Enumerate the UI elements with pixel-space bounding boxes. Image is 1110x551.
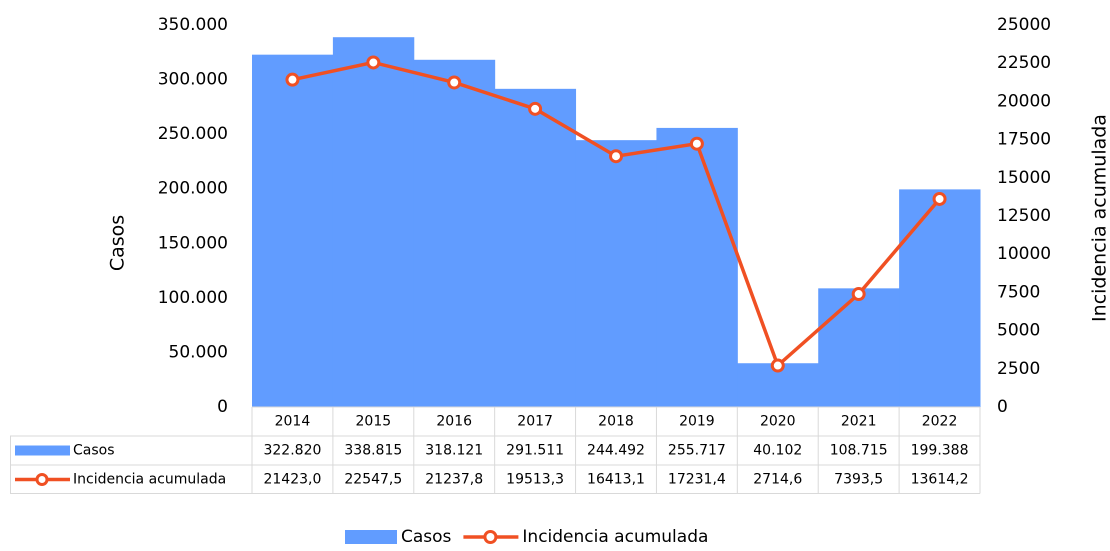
y2-tick-label: 10000 [997, 244, 1051, 264]
table-value: 21423,0 [263, 472, 321, 488]
x-tick-label: 2021 [841, 414, 877, 430]
y2-tick-label: 22500 [997, 53, 1051, 73]
table-key [15, 446, 70, 456]
table-value: 291.511 [506, 443, 564, 459]
table-row-label: Incidencia acumulada [73, 472, 226, 488]
y2-tick-label: 15000 [997, 168, 1051, 188]
marker [611, 151, 622, 162]
bar [576, 140, 657, 407]
table-value: 322.820 [263, 443, 321, 459]
bar [495, 89, 576, 407]
marker [772, 360, 783, 371]
y2-axis-title: Incidencia acumulada [1089, 114, 1110, 322]
bar [656, 128, 737, 407]
table-value: 17231,4 [668, 472, 726, 488]
table-value: 22547,5 [344, 472, 402, 488]
y2-tick-label: 2500 [997, 359, 1040, 379]
y-tick-label: 350.000 [158, 15, 228, 35]
table-value: 255.717 [668, 443, 726, 459]
table-value: 13614,2 [911, 472, 969, 488]
table-value: 16413,1 [587, 472, 645, 488]
marker [287, 74, 298, 85]
y2-tick-label: 20000 [997, 91, 1051, 111]
bar [333, 37, 414, 407]
table-value: 40.102 [753, 443, 802, 459]
marker [691, 138, 702, 149]
table-value: 21237,8 [425, 472, 483, 488]
x-tick-label: 2022 [922, 414, 958, 430]
x-tick-label: 2014 [275, 414, 311, 430]
table-value: 338.815 [344, 443, 402, 459]
marker [368, 57, 379, 68]
y-tick-label: 0 [217, 397, 228, 417]
marker [853, 289, 864, 300]
x-tick-label: 2020 [760, 414, 796, 430]
table-row-label: Casos [73, 443, 115, 459]
y-axis-title: Casos [107, 215, 129, 271]
y-tick-label: 200.000 [158, 179, 228, 199]
table-value: 108.715 [830, 443, 888, 459]
y-tick-label: 100.000 [158, 288, 228, 308]
bar [899, 189, 980, 407]
y2-tick-label: 17500 [997, 130, 1051, 150]
legend-key [345, 530, 397, 544]
x-tick-label: 2017 [517, 414, 553, 430]
bar [818, 288, 899, 407]
marker [530, 103, 541, 114]
legend-key [485, 532, 496, 543]
legend-label: Casos [401, 527, 452, 547]
table-value: 244.492 [587, 443, 645, 459]
y2-tick-label: 25000 [997, 15, 1051, 35]
table-key [37, 475, 47, 485]
y2-tick-label: 5000 [997, 321, 1040, 341]
bar [414, 60, 495, 407]
x-tick-label: 2015 [356, 414, 392, 430]
x-tick-label: 2016 [436, 414, 472, 430]
marker [449, 77, 460, 88]
table-value: 318.121 [425, 443, 483, 459]
marker [934, 193, 945, 204]
y2-tick-label: 0 [997, 397, 1008, 417]
y-tick-label: 150.000 [158, 233, 228, 253]
x-tick-label: 2019 [679, 414, 715, 430]
y2-tick-label: 12500 [997, 206, 1051, 226]
table-value: 7393,5 [834, 472, 883, 488]
legend-label: Incidencia acumulada [522, 527, 708, 547]
y-tick-label: 50.000 [169, 342, 228, 362]
table-value: 2714,6 [753, 472, 802, 488]
y-tick-label: 250.000 [158, 124, 228, 144]
y2-tick-label: 7500 [997, 282, 1040, 302]
y-tick-label: 300.000 [158, 70, 228, 90]
x-tick-label: 2018 [598, 414, 634, 430]
table-value: 19513,3 [506, 472, 564, 488]
bar [252, 55, 333, 407]
table-value: 199.388 [911, 443, 969, 459]
